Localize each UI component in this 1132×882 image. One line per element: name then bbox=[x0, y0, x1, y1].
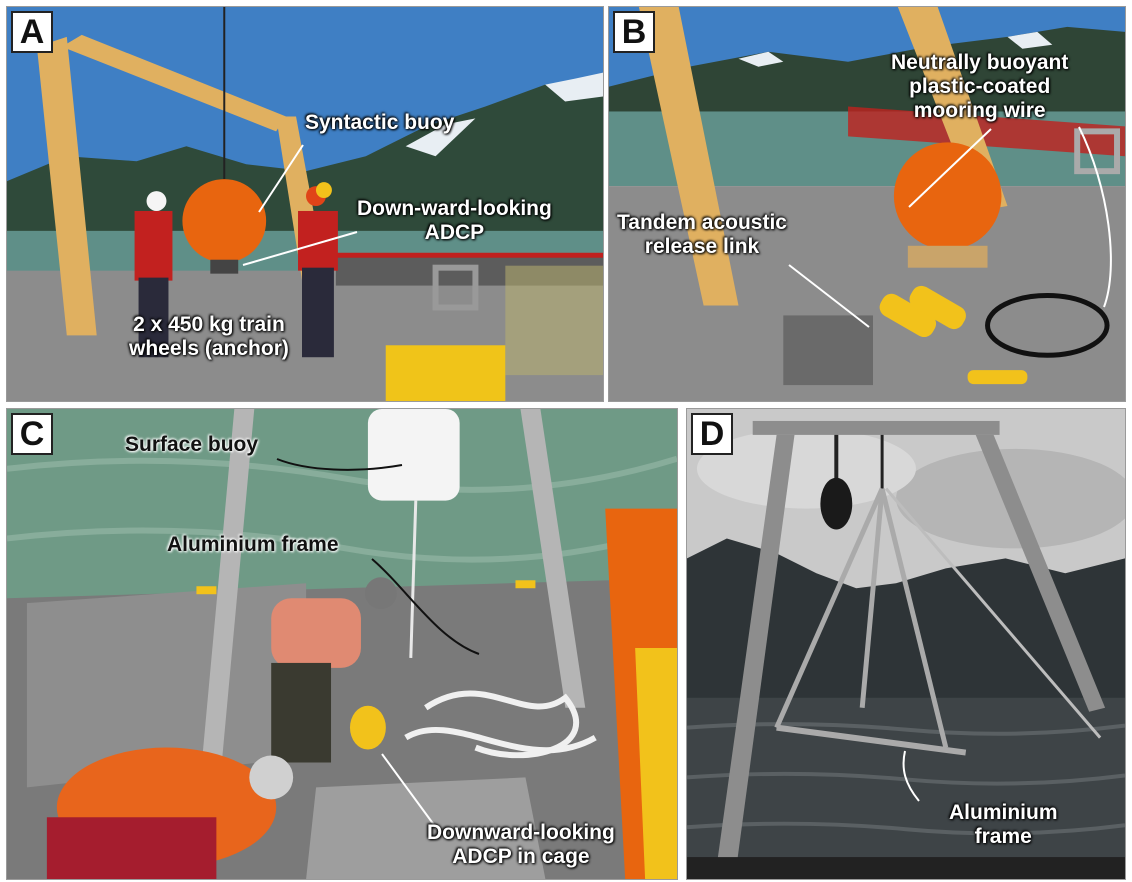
panel-d: D Aluminium frame bbox=[686, 408, 1126, 880]
photo-d bbox=[687, 409, 1125, 879]
panel-letter-a: A bbox=[11, 11, 53, 53]
panel-letter-b: B bbox=[613, 11, 655, 53]
panel-b: B Neutrally buoyant plastic-coated moori… bbox=[608, 6, 1126, 402]
label-adcp-a: Down-ward-looking ADCP bbox=[357, 197, 552, 244]
label-acoustic-release: Tandem acoustic release link bbox=[617, 211, 787, 258]
panel-c: C Surface buoy Aluminium frame Downward-… bbox=[6, 408, 678, 880]
label-aluminium-frame-d: Aluminium frame bbox=[949, 801, 1058, 848]
photo-b bbox=[609, 7, 1125, 401]
label-syntactic-buoy: Syntactic buoy bbox=[305, 111, 455, 134]
label-surface-buoy: Surface buoy bbox=[125, 433, 259, 456]
label-adcp-cage: Downward-looking ADCP in cage bbox=[427, 821, 615, 868]
label-anchor: 2 x 450 kg train wheels (anchor) bbox=[129, 313, 289, 360]
photo-c bbox=[7, 409, 677, 879]
panel-letter-c: C bbox=[11, 413, 53, 455]
panel-letter-d: D bbox=[691, 413, 733, 455]
label-aluminium-frame-c: Aluminium frame bbox=[167, 533, 339, 556]
panel-a: A Syntactic buoy Down-ward-looking ADCP … bbox=[6, 6, 604, 402]
label-mooring-wire: Neutrally buoyant plastic-coated mooring… bbox=[891, 51, 1069, 122]
